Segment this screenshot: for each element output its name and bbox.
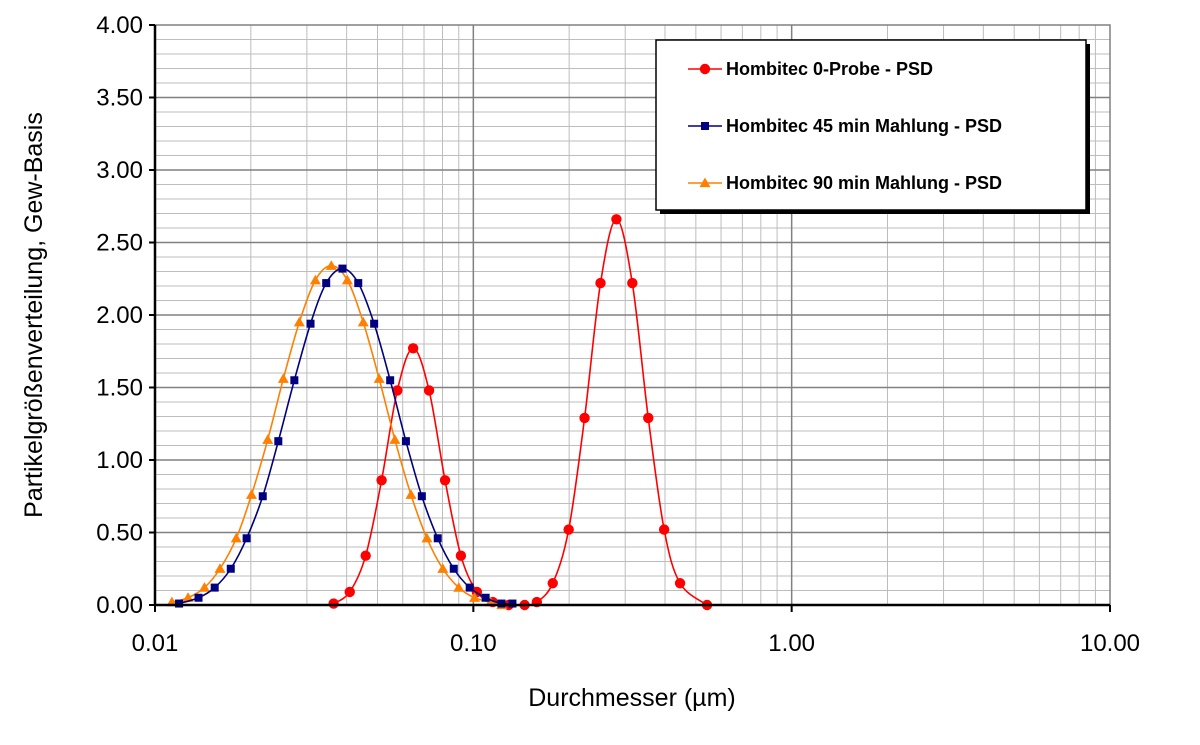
data-point bbox=[421, 532, 433, 543]
data-point bbox=[508, 599, 517, 608]
y-tick-label: 4.00 bbox=[96, 12, 143, 39]
legend-box bbox=[655, 39, 1087, 211]
data-point bbox=[439, 475, 451, 486]
data-point bbox=[214, 563, 226, 573]
data-point bbox=[354, 279, 363, 288]
data-point bbox=[325, 260, 337, 270]
data-point bbox=[338, 264, 347, 273]
data-point bbox=[309, 274, 321, 285]
data-point bbox=[306, 319, 315, 328]
data-point bbox=[481, 593, 490, 602]
legend-marker bbox=[701, 122, 709, 130]
y-tick-labels: 0.00 0.50 1.00 1.50 2.00 2.50 3.00 3.50 4.00 bbox=[96, 12, 143, 619]
data-point bbox=[392, 385, 403, 396]
legend-item-1: Hombitec 0-Probe - PSD bbox=[688, 59, 933, 79]
data-point bbox=[242, 534, 251, 543]
data-point bbox=[453, 582, 465, 592]
y-tick-label: 1.00 bbox=[96, 447, 143, 474]
data-point bbox=[579, 412, 590, 424]
data-point bbox=[293, 316, 305, 327]
data-point bbox=[389, 434, 401, 444]
data-point bbox=[465, 583, 474, 592]
axis-ticks bbox=[149, 24, 1111, 612]
x-tick-label: 1.00 bbox=[768, 630, 815, 657]
data-point bbox=[360, 550, 371, 561]
data-point bbox=[274, 437, 283, 446]
data-point bbox=[674, 578, 686, 589]
data-point bbox=[497, 599, 506, 608]
data-point bbox=[198, 582, 210, 592]
x-tick-label: 10.00 bbox=[1080, 630, 1140, 657]
data-point bbox=[226, 564, 235, 573]
data-point bbox=[658, 524, 670, 535]
legend-marker bbox=[699, 63, 711, 75]
data-point bbox=[563, 524, 574, 535]
legend-marker bbox=[699, 177, 711, 188]
x-axis-title: Durchmesser (µm) bbox=[528, 684, 735, 712]
series-line bbox=[178, 267, 513, 605]
x-tick-label: 0.01 bbox=[132, 630, 179, 657]
y-tick-label: 1.50 bbox=[96, 375, 143, 402]
y-tick-label: 3.00 bbox=[96, 157, 143, 184]
data-point bbox=[407, 343, 419, 354]
legend-item-3: Hombitec 90 min Mahlung - PSD bbox=[688, 173, 1002, 193]
data-point bbox=[262, 434, 274, 444]
data-point bbox=[627, 277, 638, 289]
data-point bbox=[417, 492, 426, 501]
data-point bbox=[258, 492, 267, 501]
x-tick-labels: 0.01 0.10 1.00 10.00 bbox=[132, 630, 1140, 657]
legend-label: Hombitec 45 min Mahlung - PSD bbox=[726, 116, 1002, 136]
legend-items: Hombitec 0-Probe - PSD Hombitec 45 min Ma… bbox=[688, 59, 1002, 193]
data-point bbox=[373, 373, 385, 383]
data-point bbox=[322, 279, 331, 288]
y-tick-label: 2.50 bbox=[96, 230, 143, 257]
legend-item-2: Hombitec 45 min Mahlung - PSD bbox=[688, 116, 1002, 136]
data-point bbox=[175, 599, 184, 608]
data-point bbox=[341, 274, 353, 285]
data-point bbox=[595, 277, 606, 289]
data-point bbox=[194, 593, 203, 602]
legend: Hombitec 0-Probe - PSD Hombitec 45 min Ma… bbox=[655, 39, 1090, 214]
y-tick-label: 3.50 bbox=[96, 85, 143, 112]
data-point bbox=[455, 550, 467, 561]
data-point bbox=[401, 437, 410, 446]
data-point bbox=[277, 373, 289, 383]
series-2 bbox=[175, 264, 517, 608]
data-point bbox=[433, 534, 442, 543]
data-point bbox=[328, 598, 339, 609]
data-point bbox=[437, 563, 449, 573]
data-point bbox=[376, 475, 387, 486]
data-point bbox=[370, 319, 379, 328]
legend-label: Hombitec 0-Probe - PSD bbox=[726, 59, 933, 79]
data-point bbox=[246, 489, 258, 499]
y-axis-title: Partikelgrößenverteilung, Gew-Basis bbox=[20, 112, 48, 518]
data-point bbox=[182, 592, 194, 602]
data-point bbox=[386, 376, 395, 385]
series-layer bbox=[166, 214, 713, 611]
y-tick-label: 2.00 bbox=[96, 302, 143, 329]
y-tick-label: 0.50 bbox=[96, 520, 143, 547]
data-point bbox=[449, 564, 458, 573]
legend-label: Hombitec 90 min Mahlung - PSD bbox=[726, 173, 1002, 193]
data-point bbox=[423, 385, 435, 396]
data-point bbox=[469, 592, 481, 602]
data-point bbox=[290, 376, 299, 385]
data-point bbox=[405, 489, 417, 499]
data-point bbox=[210, 583, 219, 592]
data-point bbox=[357, 316, 369, 327]
x-tick-label: 0.10 bbox=[450, 630, 497, 657]
data-point bbox=[344, 586, 355, 598]
data-point bbox=[611, 214, 622, 225]
y-tick-label: 0.00 bbox=[96, 592, 143, 619]
data-point bbox=[643, 412, 654, 424]
data-point bbox=[547, 578, 558, 589]
data-point bbox=[230, 532, 242, 543]
